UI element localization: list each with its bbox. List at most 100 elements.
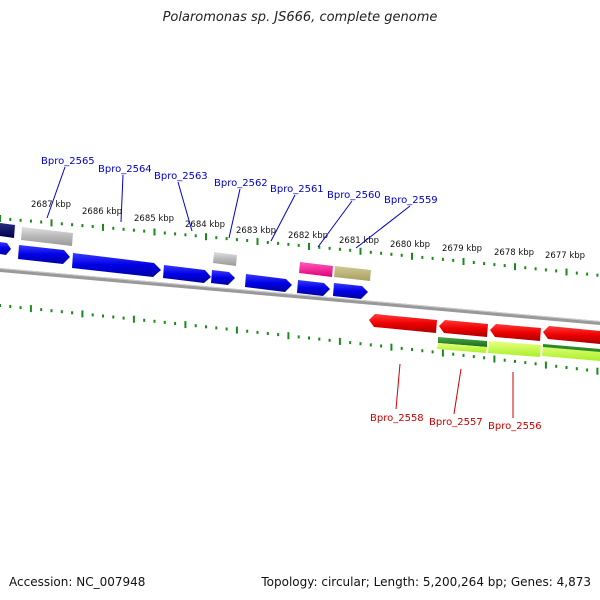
lower-tick-track [0,304,599,375]
minor-tick [143,229,146,233]
gene-arrow[interactable] [369,314,437,333]
major-tick [29,305,32,313]
minor-tick [534,267,537,271]
minor-tick [514,359,516,363]
minor-tick [19,218,22,222]
tick-label: 2684 kbp [185,220,225,230]
minor-tick [122,227,125,231]
minor-tick [163,320,166,324]
major-tick [544,361,547,369]
major-tick [411,252,413,260]
minor-tick [328,338,331,342]
minor-tick [194,234,197,238]
gene-feature[interactable] [21,227,73,246]
minor-tick [71,311,74,315]
minor-tick [225,327,228,331]
minor-tick [349,341,352,345]
minor-tick [483,356,486,360]
major-tick [256,238,259,245]
minor-tick [29,219,32,223]
gene-arrow[interactable] [18,245,70,264]
gene-label[interactable]: Bpro_2556 [488,421,542,432]
minor-tick [194,324,197,328]
major-tick [565,268,568,276]
minor-tick [0,304,1,307]
gene-arrow[interactable] [439,320,488,337]
minor-tick [318,337,321,341]
gene-label[interactable]: Bpro_2562 [214,178,268,189]
minor-tick [400,253,403,257]
minor-tick [174,232,177,236]
minor-tick [349,248,352,252]
gene-label[interactable]: Bpro_2565 [41,156,95,167]
gene-arrow[interactable] [297,280,330,296]
gene-label[interactable]: Bpro_2558 [370,413,424,424]
major-tick [0,215,1,222]
upper-tick-track [0,215,599,277]
gene-label[interactable]: Bpro_2559 [384,195,438,206]
minor-tick [205,325,207,329]
gene-feature[interactable] [437,343,487,353]
minor-tick [277,333,280,337]
major-tick [462,258,465,265]
genome-summary-text: Topology: circular; Length: 5,200,264 bp… [261,575,591,589]
tick-label: 2685 kbp [134,214,174,224]
minor-tick [246,239,249,242]
minor-tick [503,358,506,362]
minor-tick [472,261,475,264]
major-tick [441,349,444,357]
minor-tick [328,246,331,250]
minor-tick [225,237,228,241]
minor-tick [266,241,269,244]
gene-label[interactable]: Bpro_2561 [270,184,324,195]
gene-label[interactable]: Bpro_2563 [154,171,208,182]
gene-feature[interactable] [299,262,333,277]
gene-arrow[interactable] [0,242,11,255]
gene-arrow[interactable] [490,324,541,341]
minor-tick [586,272,589,276]
minor-tick [421,255,424,259]
major-tick [493,355,496,363]
gene-label[interactable]: Bpro_2564 [98,164,152,175]
gene-arrow[interactable] [163,265,211,283]
minor-tick [534,362,537,366]
gene-feature[interactable] [0,223,15,238]
minor-tick [266,332,269,335]
gene-arrow[interactable] [333,283,368,299]
minor-tick [390,252,393,256]
tick-label: 2680 kbp [390,240,430,250]
gene-feature[interactable] [438,337,487,347]
gene-arrow[interactable] [543,326,600,344]
gene-arrow[interactable] [72,253,161,277]
major-tick [153,228,156,236]
minor-tick [246,329,249,333]
minor-tick [380,251,383,255]
minor-tick [318,245,321,249]
forward-gene-row-outer [0,223,371,281]
major-tick [338,337,341,345]
minor-tick [40,308,43,312]
minor-tick [60,222,63,226]
minor-tick [112,315,115,319]
minor-tick [441,257,444,261]
minor-tick [452,258,455,262]
minor-tick [71,223,74,227]
minor-tick [9,217,12,221]
gene-label[interactable]: Bpro_2560 [327,190,381,201]
minor-tick [102,314,104,318]
minor-tick [60,310,63,314]
minor-tick [308,336,310,340]
tick-label: 2686 kbp [82,207,122,217]
minor-tick [184,233,187,237]
gene-arrow[interactable] [245,274,292,292]
gene-feature[interactable] [213,252,237,266]
minor-tick [19,306,22,310]
minor-tick [524,266,527,270]
gene-feature[interactable] [334,266,371,281]
gene-label[interactable]: Bpro_2557 [429,417,483,428]
gene-feature[interactable] [488,341,541,357]
minor-tick [411,348,413,351]
gene-arrow[interactable] [211,270,235,285]
minor-tick [50,309,53,313]
minor-tick [380,344,383,348]
